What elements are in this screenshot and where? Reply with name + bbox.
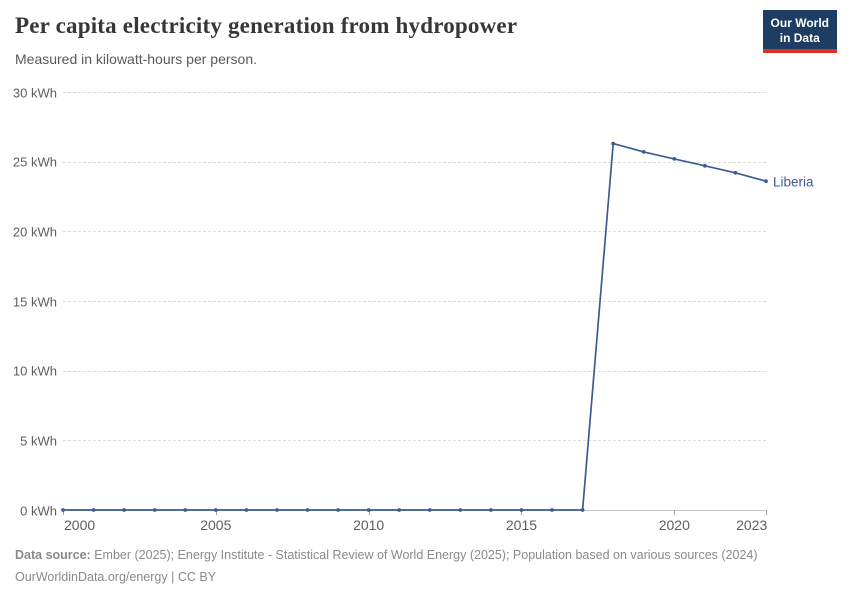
data-point xyxy=(427,508,432,512)
data-point xyxy=(519,508,524,512)
y-axis-label: 15 kWh xyxy=(12,294,57,309)
y-gridline xyxy=(63,440,766,442)
data-point xyxy=(152,508,157,512)
data-point xyxy=(397,508,402,512)
y-gridline xyxy=(63,92,766,93)
x-axis-label: 2000 xyxy=(64,517,96,533)
entity-label[interactable]: Liberia xyxy=(773,174,814,190)
y-gridline xyxy=(63,370,766,372)
data-point xyxy=(733,170,738,175)
series-line xyxy=(63,142,767,511)
owid-url-link[interactable]: OurWorldinData.org/energy xyxy=(15,570,168,584)
chart-footer: Data source: Ember (2025); Energy Instit… xyxy=(15,544,835,588)
y-axis-label: 10 kWh xyxy=(12,363,57,379)
data-point xyxy=(61,508,65,512)
data-point xyxy=(122,508,126,512)
data-point xyxy=(183,508,188,512)
data-point xyxy=(458,508,463,512)
x-axis-tick xyxy=(766,510,767,515)
plot-area: 0 kWh 5 kWh 10 kWh 15 kWh 20 kWh 25 kWh 30 kWh… xyxy=(0,80,850,540)
x-axis-tick xyxy=(215,510,217,515)
data-source-line: Data source: Ember (2025); Energy Instit… xyxy=(15,544,835,566)
data-source-text: Ember (2025); Energy Institute - Statist… xyxy=(94,548,758,562)
series-line-svg xyxy=(61,141,768,512)
data-point xyxy=(244,508,249,512)
data-point xyxy=(703,163,707,168)
x-axis-label: 2015 xyxy=(505,517,538,533)
x-axis-tick xyxy=(368,510,370,515)
license-separator: | xyxy=(171,570,175,584)
x-axis-tick xyxy=(674,510,676,515)
license-line: OurWorldinData.org/energy | CC BY xyxy=(15,566,835,588)
owid-logo[interactable]: Our World in Data xyxy=(762,10,837,53)
owid-logo-line2: in Data xyxy=(779,31,820,45)
data-point xyxy=(489,508,493,512)
data-point xyxy=(305,508,310,512)
data-point xyxy=(580,508,585,512)
y-axis-label: 25 kWh xyxy=(12,154,57,170)
x-axis-label: 2005 xyxy=(200,517,232,533)
data-point xyxy=(213,508,218,512)
x-axis-label: 2020 xyxy=(658,517,690,533)
data-point xyxy=(91,508,96,512)
y-gridline xyxy=(63,161,766,163)
data-point xyxy=(641,150,646,154)
chart-subtitle: Measured in kilowatt-hours per person. xyxy=(15,51,258,67)
y-axis-label: 0 kWh xyxy=(20,503,57,518)
data-point xyxy=(611,141,616,146)
x-axis-label: 2010 xyxy=(353,517,385,533)
data-point xyxy=(275,508,279,512)
data-source-label: Data source: xyxy=(15,548,91,562)
y-axis-label: 20 kWh xyxy=(12,224,57,240)
x-axis-tick xyxy=(63,510,64,515)
data-point xyxy=(764,179,768,184)
data-point xyxy=(336,508,340,512)
chart-title: Per capita electricity generation from h… xyxy=(15,13,518,38)
owid-logo-line1: Our World xyxy=(770,16,829,30)
y-axis-label: 5 kWh xyxy=(20,433,57,449)
y-axis-label: 30 kWh xyxy=(12,85,57,100)
license-label: CC BY xyxy=(177,570,217,584)
data-point xyxy=(366,508,371,512)
data-point xyxy=(550,508,554,512)
y-gridline xyxy=(63,301,766,302)
x-axis-label: 2023 xyxy=(736,517,768,533)
y-gridline xyxy=(63,231,766,233)
data-point xyxy=(672,157,677,161)
x-axis-tick xyxy=(521,510,523,515)
